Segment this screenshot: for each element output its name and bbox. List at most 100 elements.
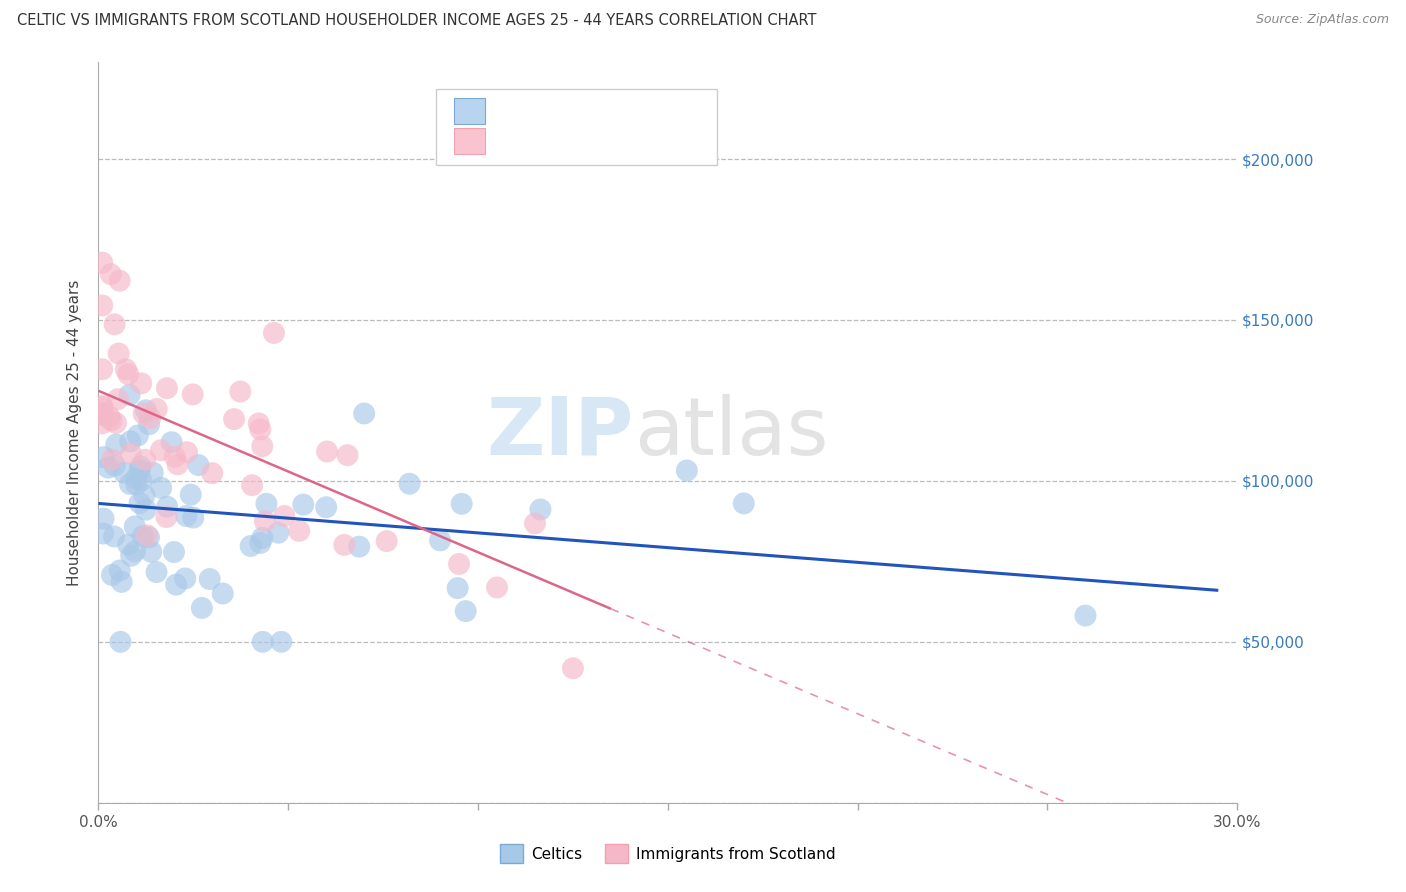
- Point: [270, 635, 292, 649]
- Point: [101, 452, 124, 467]
- Point: [733, 496, 755, 510]
- Point: [117, 538, 139, 552]
- Point: [229, 384, 252, 399]
- Point: [267, 525, 290, 540]
- Point: [98, 409, 121, 424]
- Point: [91, 401, 114, 415]
- Point: [240, 478, 263, 492]
- Point: [128, 463, 150, 477]
- Point: [165, 577, 187, 591]
- Point: [120, 446, 142, 460]
- Point: [91, 298, 114, 312]
- Text: ZIP: ZIP: [486, 393, 634, 472]
- Point: [149, 443, 172, 458]
- Point: [191, 601, 214, 615]
- Point: [142, 466, 165, 480]
- Point: [100, 267, 122, 281]
- Text: 52: 52: [659, 144, 681, 159]
- Point: [135, 502, 157, 516]
- Y-axis label: Householder Income Ages 25 - 44 years: Householder Income Ages 25 - 44 years: [67, 279, 83, 586]
- Point: [187, 458, 209, 472]
- Point: [139, 411, 162, 425]
- Point: [91, 526, 114, 541]
- Point: [156, 500, 179, 514]
- Point: [93, 511, 115, 525]
- Point: [180, 488, 202, 502]
- Point: [249, 422, 271, 436]
- Point: [136, 528, 159, 542]
- Point: [108, 564, 131, 578]
- Point: [156, 381, 179, 395]
- Point: [124, 519, 146, 533]
- Point: [111, 574, 134, 589]
- Point: [398, 476, 420, 491]
- Point: [454, 604, 477, 618]
- Point: [129, 459, 152, 474]
- Point: [103, 318, 125, 332]
- Point: [222, 412, 245, 426]
- Point: [315, 500, 337, 515]
- Point: [104, 458, 127, 473]
- Point: [138, 417, 160, 432]
- Point: [129, 376, 152, 391]
- Point: [120, 549, 142, 563]
- Point: [450, 497, 472, 511]
- Point: [112, 466, 135, 480]
- Point: [100, 413, 122, 427]
- Text: Source: ZipAtlas.com: Source: ZipAtlas.com: [1256, 13, 1389, 27]
- Point: [91, 399, 114, 413]
- Point: [181, 387, 204, 401]
- Point: [486, 581, 509, 595]
- Text: N =: N =: [613, 144, 657, 159]
- Text: N =: N =: [613, 112, 657, 128]
- Point: [247, 417, 270, 431]
- Point: [201, 466, 224, 480]
- Point: [253, 514, 276, 528]
- Point: [127, 428, 149, 442]
- Point: [316, 444, 339, 458]
- Point: [529, 502, 551, 516]
- Point: [166, 458, 188, 472]
- Point: [131, 474, 153, 488]
- Point: [562, 661, 585, 675]
- Text: R =: R =: [494, 144, 527, 159]
- Point: [449, 557, 471, 571]
- Point: [160, 435, 183, 450]
- Text: R =: R =: [494, 112, 527, 128]
- Point: [97, 460, 120, 475]
- Point: [447, 581, 470, 595]
- Point: [288, 524, 311, 538]
- Point: [138, 530, 160, 544]
- Point: [107, 392, 129, 407]
- Point: [91, 408, 114, 422]
- Point: [91, 406, 114, 420]
- Point: [375, 534, 398, 549]
- Point: [124, 544, 146, 558]
- Point: [239, 539, 262, 553]
- Point: [252, 531, 274, 545]
- Point: [132, 407, 155, 421]
- Point: [353, 407, 375, 421]
- Text: atlas: atlas: [634, 393, 828, 472]
- Point: [145, 401, 167, 416]
- Point: [198, 572, 221, 586]
- Point: [1074, 608, 1097, 623]
- Point: [103, 529, 125, 543]
- Point: [273, 508, 295, 523]
- Point: [105, 437, 128, 451]
- Point: [676, 463, 699, 477]
- Point: [128, 496, 150, 510]
- Point: [263, 326, 285, 340]
- Point: [141, 545, 163, 559]
- Point: [181, 510, 204, 524]
- Point: [252, 635, 274, 649]
- Point: [163, 545, 186, 559]
- Text: -0.156: -0.156: [536, 144, 591, 159]
- Point: [91, 255, 114, 269]
- Legend: Celtics, Immigrants from Scotland: Celtics, Immigrants from Scotland: [495, 838, 841, 869]
- Point: [292, 498, 315, 512]
- Point: [93, 450, 115, 464]
- Point: [134, 488, 156, 502]
- Point: [117, 368, 139, 382]
- Point: [91, 406, 114, 420]
